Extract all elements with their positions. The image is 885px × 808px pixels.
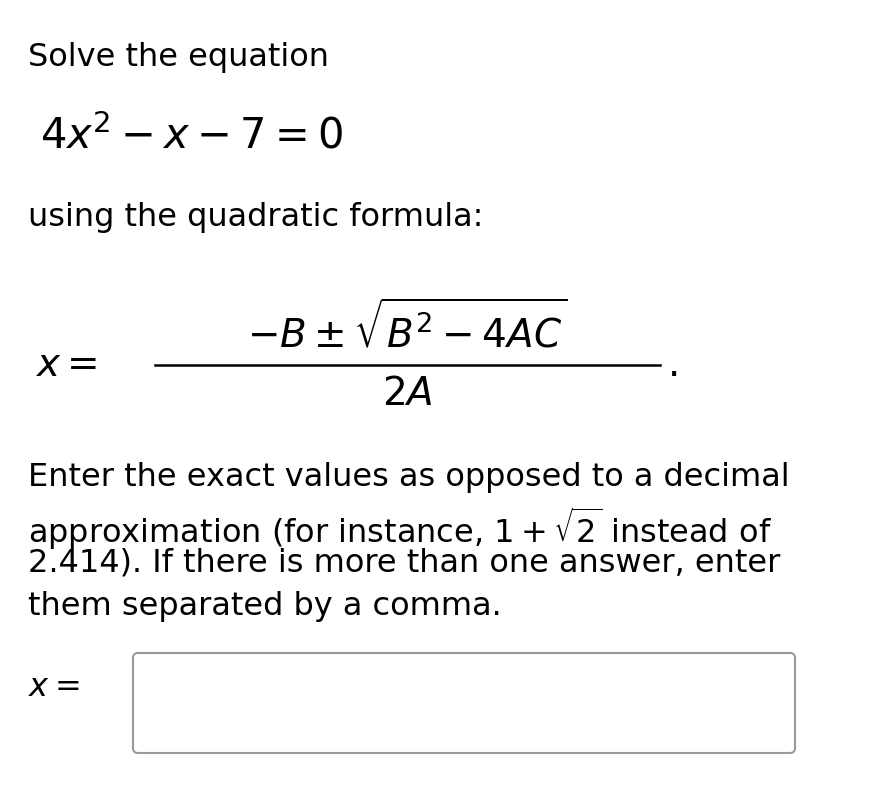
Text: $4x^2 - x - 7 = 0$: $4x^2 - x - 7 = 0$ [40,115,342,158]
Text: $x = $: $x = $ [28,672,80,704]
FancyBboxPatch shape [133,653,795,753]
Text: Solve the equation: Solve the equation [28,42,329,73]
Text: them separated by a comma.: them separated by a comma. [28,591,502,622]
Text: .: . [668,346,681,384]
Text: approximation (for instance, $1 + \sqrt{2}$ instead of: approximation (for instance, $1 + \sqrt{… [28,505,772,552]
Text: $x = $: $x = $ [35,346,97,384]
Text: 2.414). If there is more than one answer, enter: 2.414). If there is more than one answer… [28,548,781,579]
Text: $-B \pm \sqrt{B^2 - 4AC}$: $-B \pm \sqrt{B^2 - 4AC}$ [248,301,567,355]
Text: using the quadratic formula:: using the quadratic formula: [28,202,483,233]
Text: Enter the exact values as opposed to a decimal: Enter the exact values as opposed to a d… [28,462,789,493]
Text: $2A$: $2A$ [382,375,433,413]
